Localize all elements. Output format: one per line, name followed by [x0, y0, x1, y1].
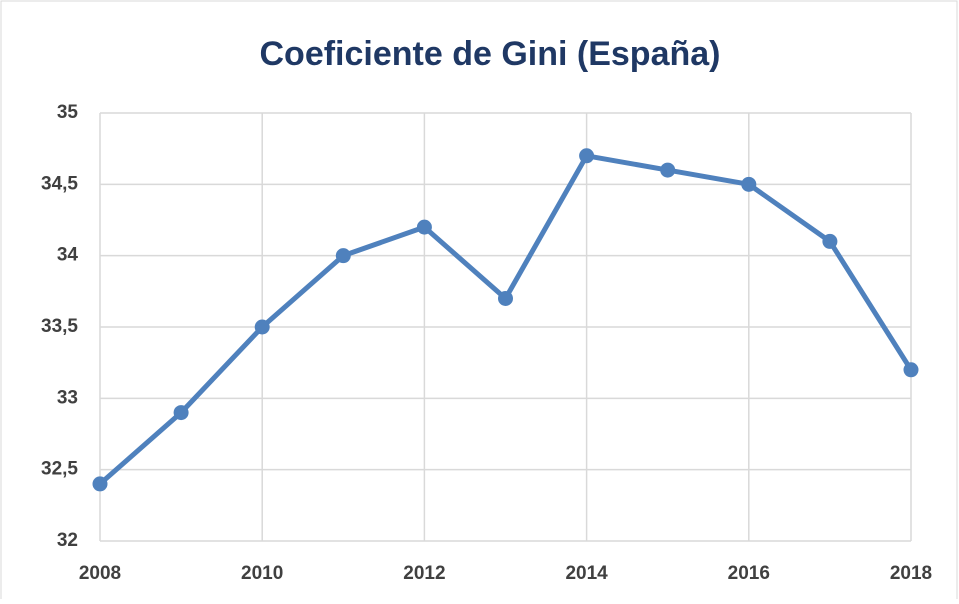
x-tick-label: 2012 [403, 563, 445, 584]
y-tick-label: 32,5 [41, 459, 78, 480]
y-tick-label: 35 [57, 102, 79, 123]
y-tick-label: 33,5 [41, 316, 78, 337]
x-tick-label: 2018 [890, 563, 932, 584]
data-point [173, 405, 189, 421]
data-point [660, 162, 676, 178]
chart-title: Coeficiente de Gini (España) [260, 35, 721, 73]
data-point [92, 476, 108, 492]
data-point [903, 362, 919, 378]
data-point [498, 290, 513, 306]
data-point [335, 248, 351, 264]
y-tick-label: 34 [57, 245, 79, 266]
x-tick-label: 2014 [565, 563, 608, 584]
y-tick-label: 33 [57, 387, 78, 408]
y-tick-label: 32 [57, 530, 78, 551]
data-point [822, 233, 838, 249]
x-tick-label: 2010 [241, 563, 283, 584]
data-point [741, 176, 757, 192]
data-point [254, 319, 270, 335]
data-point [579, 148, 595, 164]
data-point [416, 219, 432, 235]
x-tick-label: 2008 [79, 563, 121, 584]
y-tick-label: 34,5 [41, 173, 78, 194]
x-tick-label: 2016 [728, 563, 770, 584]
